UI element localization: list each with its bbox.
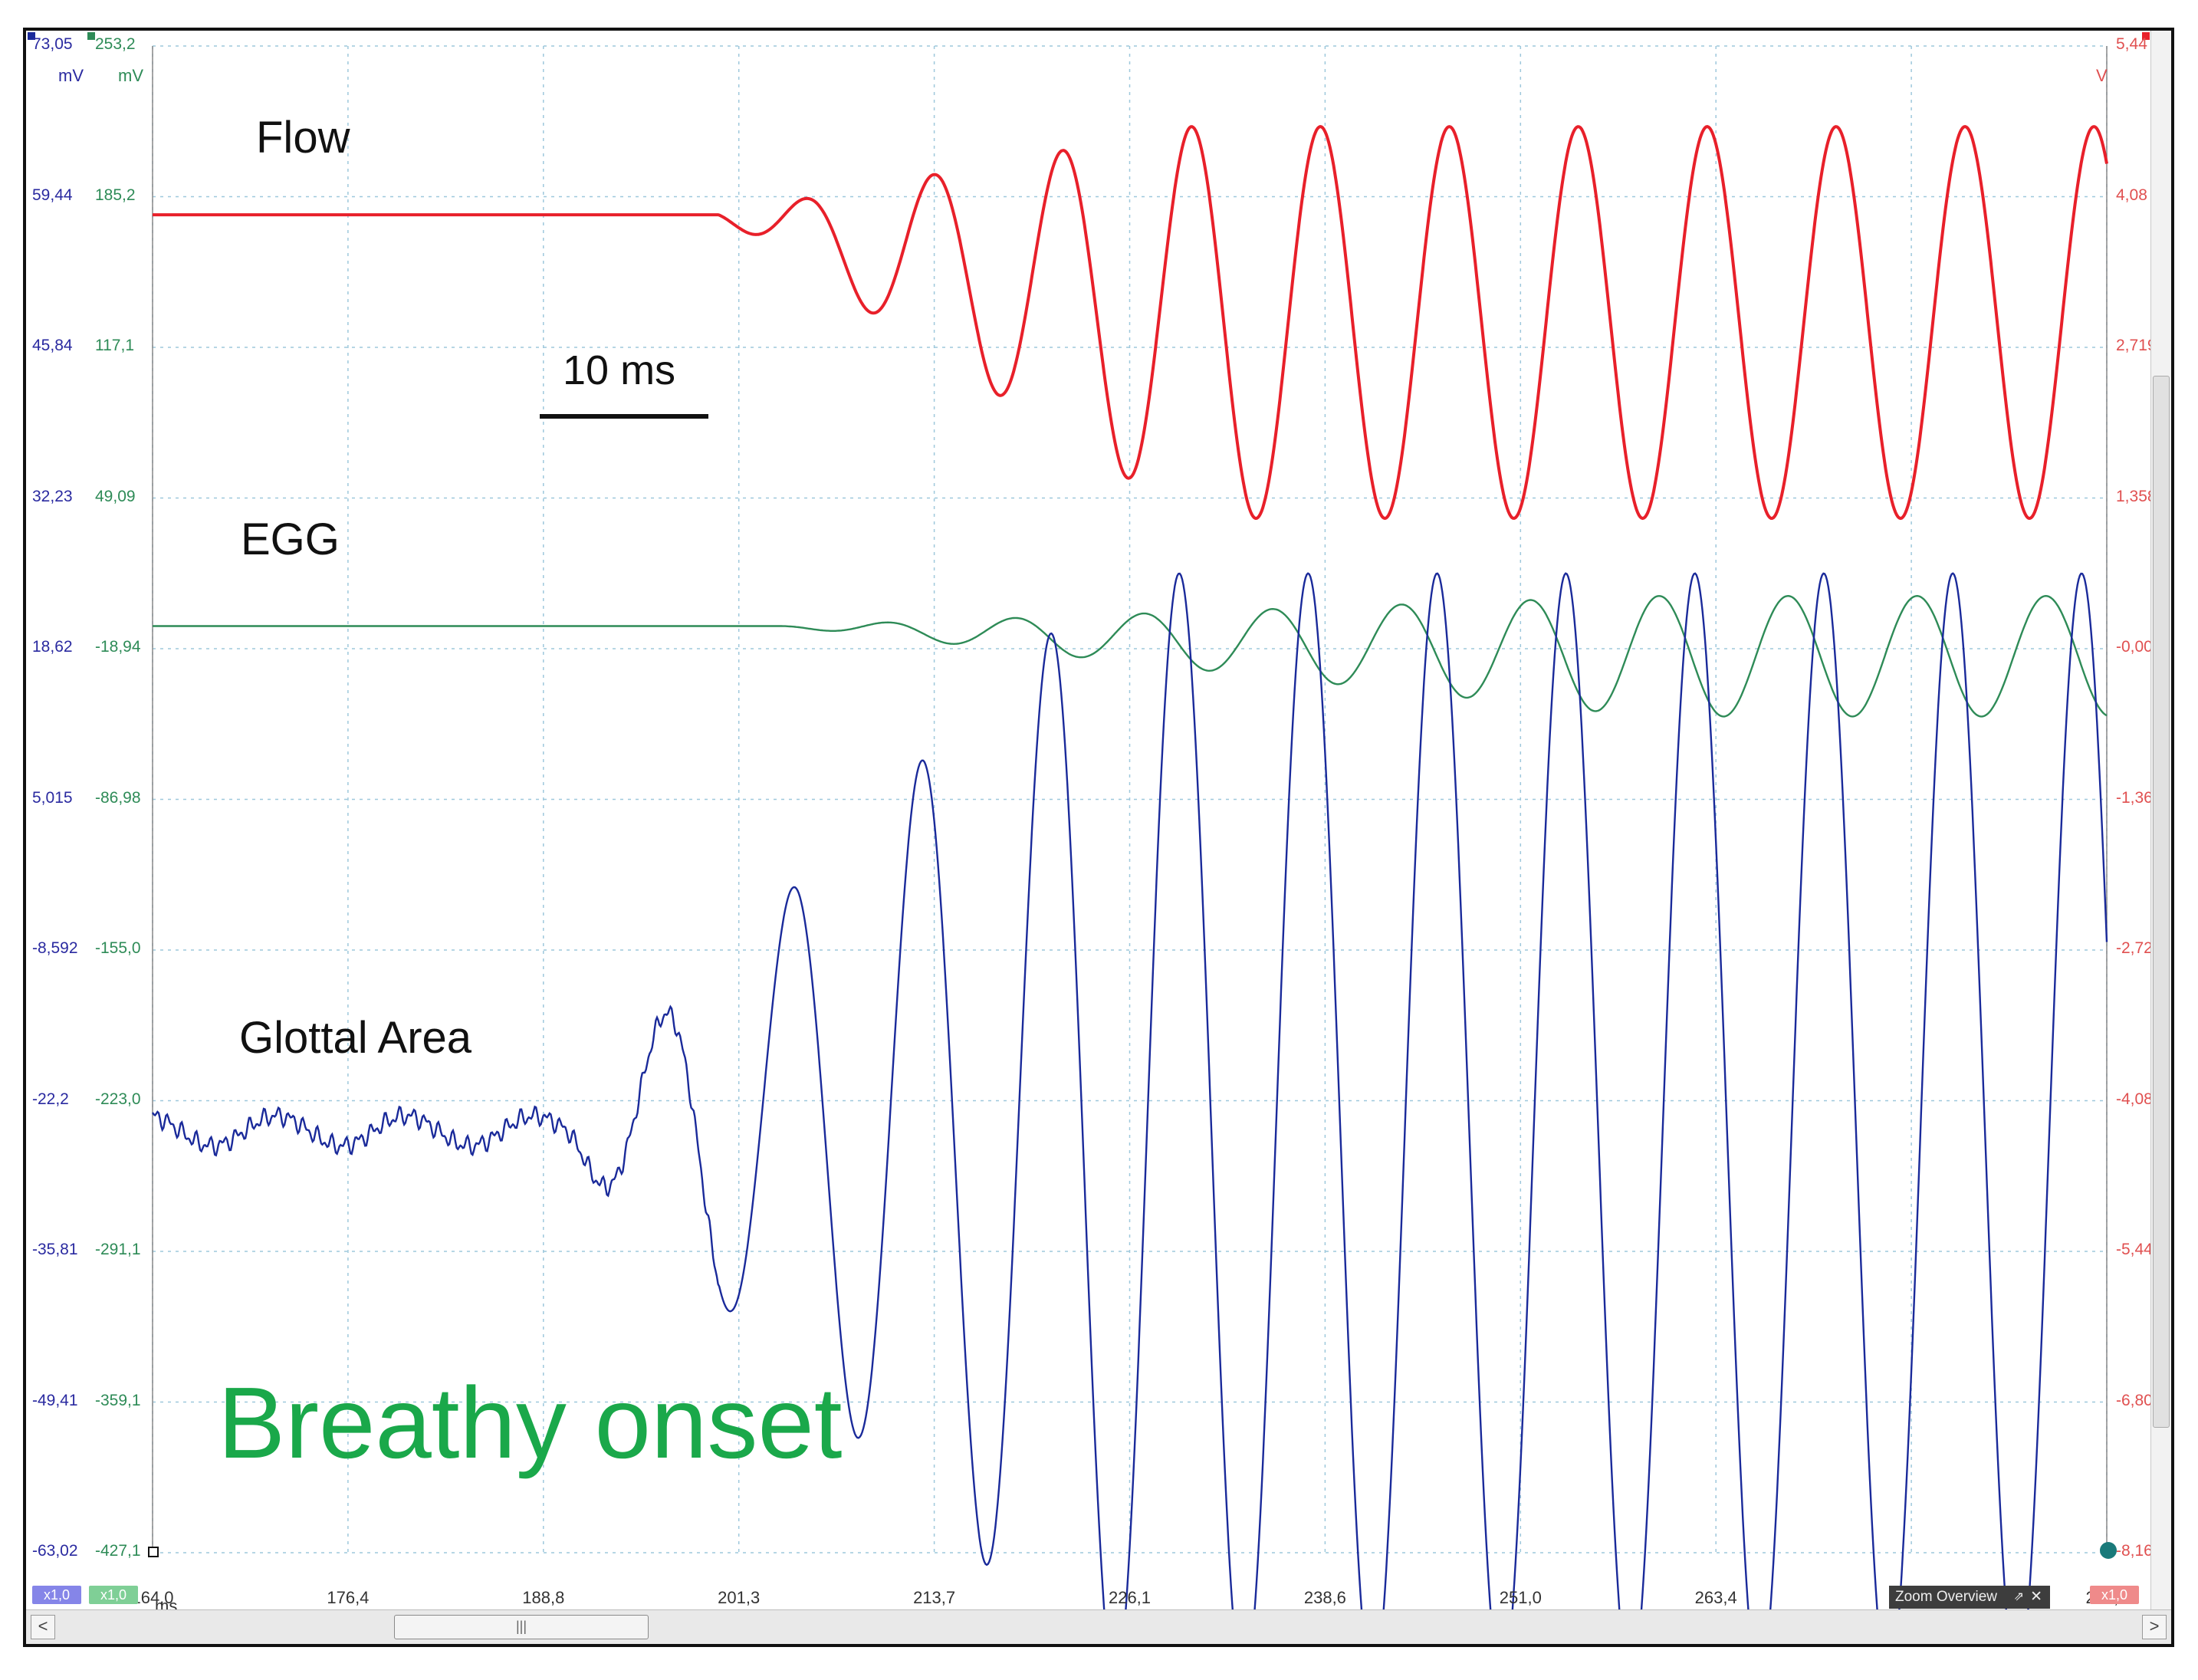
vertical-scrollbar[interactable] [2150,31,2171,1615]
y-tick-red: -5,445 [2116,1241,2162,1258]
y-tick-red: 2,719 [2116,337,2157,354]
y-tick-green: -427,1 [95,1542,141,1560]
y-tick-red: 1,358 [2116,487,2157,505]
scroll-right-button[interactable]: > [2142,1615,2167,1639]
blue-channel-marker [28,32,35,40]
egg-series-line [153,594,2108,718]
plot-area[interactable] [26,31,2157,1610]
origin-marker [148,1547,159,1557]
y-tick-blue: -63,02 [32,1542,78,1560]
scale-bar-label: 10 ms [563,347,676,393]
y-tick-blue: 45,84 [32,337,73,354]
zoom-overview-panel[interactable]: Zoom Overview ⇗ ✕ [1889,1586,2050,1609]
x-tick-label: 263,4 [1694,1588,1737,1607]
chart-window: 73,05 253,2 5,44 59,44 185,2 4,08 45,84 117,1 2,… [23,28,2174,1647]
y-tick-green: -18,94 [95,638,141,656]
horizontal-scroll-thumb[interactable]: ||| [394,1615,649,1639]
y-tick-red: -4,084 [2116,1090,2162,1108]
grid [152,45,2108,1553]
y-tick-blue: -35,81 [32,1241,78,1258]
markers [28,32,2150,1559]
y-tick-green: -155,0 [95,939,141,957]
x-tick-label: 226,1 [1108,1588,1152,1607]
y-tick-green: 49,09 [95,487,136,505]
red-channel-marker [2142,32,2150,40]
x-tick-label: 176,4 [327,1588,370,1607]
y-tick-green: -291,1 [95,1241,141,1258]
y-tick-red: -8,167 [2116,1542,2162,1560]
y-unit-green: mV [118,66,143,85]
flow-label: Flow [256,113,350,163]
x-tick-label: 251,0 [1499,1588,1542,1607]
grip-icon: ||| [515,1619,527,1634]
glottal-area-label: Glottal Area [239,1013,472,1063]
y-tick-red: 5,44 [2116,35,2147,53]
y-tick-green: -86,98 [95,788,141,807]
y-tick-green: 185,2 [95,186,136,204]
y-tick-red: -2,724 [2116,939,2162,957]
glottal-area-series-line [152,572,2108,1610]
vertical-scroll-thumb[interactable] [2153,376,2170,1428]
y-tick-green: 117,1 [95,337,134,354]
scale-bar [540,414,708,419]
y-tick-blue: 32,23 [32,487,73,505]
y-tick-blue: 59,44 [32,186,73,204]
x-tick-label: 164,0 [131,1588,174,1607]
green-channel-marker [87,32,95,40]
x-tick-label: 201,3 [718,1588,761,1607]
y-tick-blue: -8,592 [32,939,78,957]
y-tick-green: -359,1 [95,1391,141,1409]
x-tick-label: 213,7 [913,1588,956,1607]
scroll-left-button[interactable]: < [31,1615,55,1639]
pin-icon[interactable]: ⇗ [2013,1590,2024,1603]
y-tick-green: -223,0 [95,1090,141,1108]
green-scale-chip[interactable]: x1,0 [89,1586,138,1604]
y-tick-blue: -22,2 [32,1090,69,1108]
chart-title: Breathy onset [218,1366,843,1479]
close-icon[interactable]: ✕ [2030,1589,2042,1605]
y-tick-red: -6,806 [2116,1391,2162,1409]
y-tick-green: 253,2 [95,35,136,53]
blue-scale-chip[interactable]: x1,0 [32,1586,81,1604]
x-tick-label: 188,8 [522,1588,565,1607]
y-tick-blue: 5,015 [32,788,73,807]
y-tick-red: -0,002 [2116,638,2162,656]
red-scale-chip[interactable]: x1,0 [2090,1586,2139,1604]
y-tick-red: 4,08 [2116,186,2147,204]
flow-series-line [153,125,2108,521]
y-unit-red: V [2096,66,2108,85]
egg-label: EGG [241,515,340,564]
y-tick-blue: -49,41 [32,1391,78,1409]
y-tick-blue: 18,62 [32,638,73,656]
x-tick-label: 238,6 [1303,1588,1346,1607]
y-unit-blue: mV [58,66,84,85]
cursor-marker [2100,1542,2117,1559]
horizontal-scrollbar[interactable]: < ||| > [26,1609,2171,1644]
y-tick-red: -1,363 [2116,788,2162,807]
y-tick-blue: 73,05 [32,35,73,53]
zoom-overview-label: Zoom Overview [1895,1589,1998,1605]
